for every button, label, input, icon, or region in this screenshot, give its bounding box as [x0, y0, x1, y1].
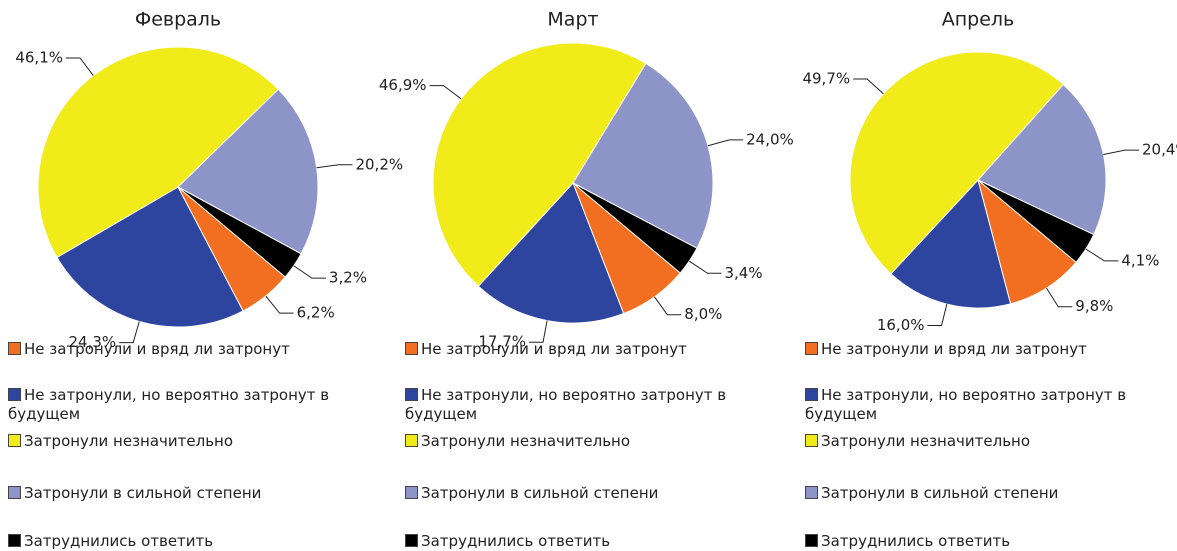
data-label: 20,2%: [355, 155, 403, 173]
pie-slice: [177, 186, 302, 278]
legend-item: Не затронули, но вероятно затронут в буд…: [805, 386, 1175, 424]
legend-item: Затруднились ответить: [405, 532, 775, 551]
legend-label: Не затронули и вряд ли затронут: [821, 340, 1087, 358]
legend-item: Затронули незначительно: [8, 432, 378, 451]
legend-swatch: [805, 434, 818, 447]
pie-slice: [977, 179, 1095, 263]
legend-item: Затронули в сильной степени: [805, 484, 1175, 503]
data-label: 3,4%: [724, 264, 762, 282]
legend-swatch: [8, 534, 21, 547]
legend-label: Затруднились ответить: [421, 532, 611, 550]
legend-item: Не затронули, но вероятно затронут в буд…: [405, 386, 775, 424]
data-label: 46,1%: [15, 48, 63, 66]
pie-slice: [890, 178, 1012, 309]
legend-item: Не затронули и вряд ли затронут: [805, 340, 1175, 359]
legend-label: Затронули в сильной степени: [821, 484, 1059, 502]
data-label: 24,3%: [69, 333, 117, 351]
pie-slice: [177, 88, 319, 255]
leader-line: [1103, 149, 1139, 156]
legend-item: Затронули незначительно: [405, 432, 775, 451]
legend-swatch: [8, 434, 21, 447]
legend-swatch: [405, 388, 418, 401]
leader-line: [1085, 248, 1119, 262]
legend-item: Затронули в сильной степени: [8, 484, 378, 503]
legend-swatch: [8, 342, 21, 355]
legend-swatch: [805, 486, 818, 499]
legend-label: Не затронули, но вероятно затронут в буд…: [8, 386, 330, 423]
leader-line: [688, 260, 722, 274]
leader-line: [707, 139, 744, 147]
legend-item: Затронули незначительно: [805, 432, 1175, 451]
leader-line: [265, 295, 294, 314]
data-label: 16,0%: [877, 316, 925, 334]
legend-label: Затруднились ответить: [24, 532, 214, 550]
legend-swatch: [405, 534, 418, 547]
legend-item: Затруднились ответить: [805, 532, 1175, 551]
data-label: 3,2%: [329, 269, 367, 287]
legend-label: Затронули в сильной степени: [24, 484, 262, 502]
data-label: 8,0%: [684, 305, 722, 323]
pie-slice: [37, 46, 280, 259]
leader-line: [654, 296, 682, 316]
legend-label: Затронули незначительно: [24, 432, 234, 450]
legend-swatch: [8, 388, 21, 401]
leader-line: [293, 265, 326, 279]
legend-label: Затронули в сильной степени: [421, 484, 659, 502]
leader-line: [927, 304, 948, 326]
data-label: 4,1%: [1121, 251, 1159, 269]
legend-swatch: [8, 486, 21, 499]
legend-label: Затруднились ответить: [821, 532, 1011, 550]
data-label: 46,9%: [379, 76, 427, 94]
data-label: 9,8%: [1075, 297, 1113, 315]
leader-line: [529, 320, 548, 343]
data-label: 6,2%: [297, 304, 335, 322]
legend-item: Не затронули и вряд ли затронут: [8, 340, 378, 359]
legend-swatch: [405, 486, 418, 499]
legend-label: Затронули незначительно: [821, 432, 1031, 450]
data-label: 17,7%: [478, 333, 526, 351]
data-label: 49,7%: [802, 69, 850, 87]
legend-item: Затруднились ответить: [8, 532, 378, 551]
legend-label: Не затронули и вряд ли затронут: [421, 340, 687, 358]
legend-swatch: [405, 342, 418, 355]
legend-item: Не затронули и вряд ли затронут: [405, 340, 775, 359]
pie-slice: [477, 182, 625, 324]
leader-line: [316, 164, 353, 169]
chart-title: Февраль: [135, 9, 221, 31]
chart-title: Апрель: [942, 9, 1015, 31]
chart-title: Март: [547, 9, 598, 31]
leader-line: [119, 321, 140, 344]
leader-line: [429, 85, 462, 100]
leader-line: [1046, 287, 1073, 308]
legend-label: Не затронули, но вероятно затронут в буд…: [405, 386, 727, 423]
legend-swatch: [405, 434, 418, 447]
data-label: 24,0%: [746, 130, 794, 148]
legend-swatch: [805, 342, 818, 355]
legend-label: Не затронули, но вероятно затронут в буд…: [805, 386, 1127, 423]
legend-label: Затронули незначительно: [421, 432, 631, 450]
legend-item: Не затронули, но вероятно затронут в буд…: [8, 386, 378, 424]
leader-line: [66, 57, 94, 76]
legend-swatch: [805, 534, 818, 547]
legend-item: Затронули в сильной степени: [405, 484, 775, 503]
legend-label: Не затронули и вряд ли затронут: [24, 340, 290, 358]
data-label: 20,4%: [1142, 141, 1177, 159]
legend-swatch: [805, 388, 818, 401]
pie-slice: [572, 182, 698, 274]
leader-line: [853, 78, 884, 95]
